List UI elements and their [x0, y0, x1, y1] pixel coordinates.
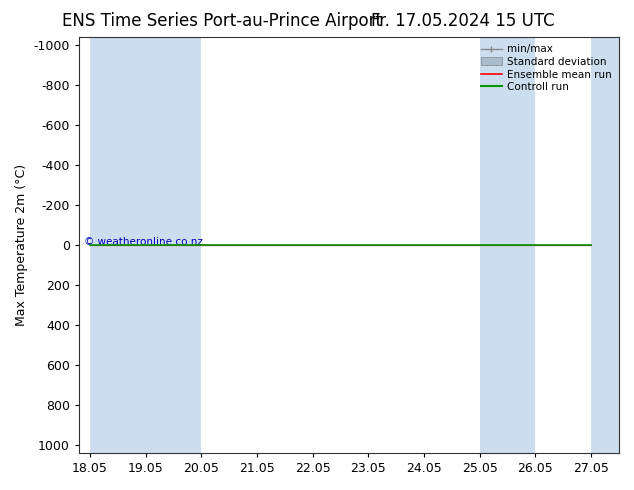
Y-axis label: Max Temperature 2m (°C): Max Temperature 2m (°C) [15, 164, 28, 326]
Text: ENS Time Series Port-au-Prince Airport: ENS Time Series Port-au-Prince Airport [62, 12, 382, 30]
Text: © weatheronline.co.nz: © weatheronline.co.nz [84, 237, 204, 246]
Legend: min/max, Standard deviation, Ensemble mean run, Controll run: min/max, Standard deviation, Ensemble me… [479, 42, 614, 94]
Text: Fr. 17.05.2024 15 UTC: Fr. 17.05.2024 15 UTC [371, 12, 555, 30]
Bar [90, 37, 202, 453]
Bar [480, 37, 536, 453]
Bar [591, 37, 619, 453]
